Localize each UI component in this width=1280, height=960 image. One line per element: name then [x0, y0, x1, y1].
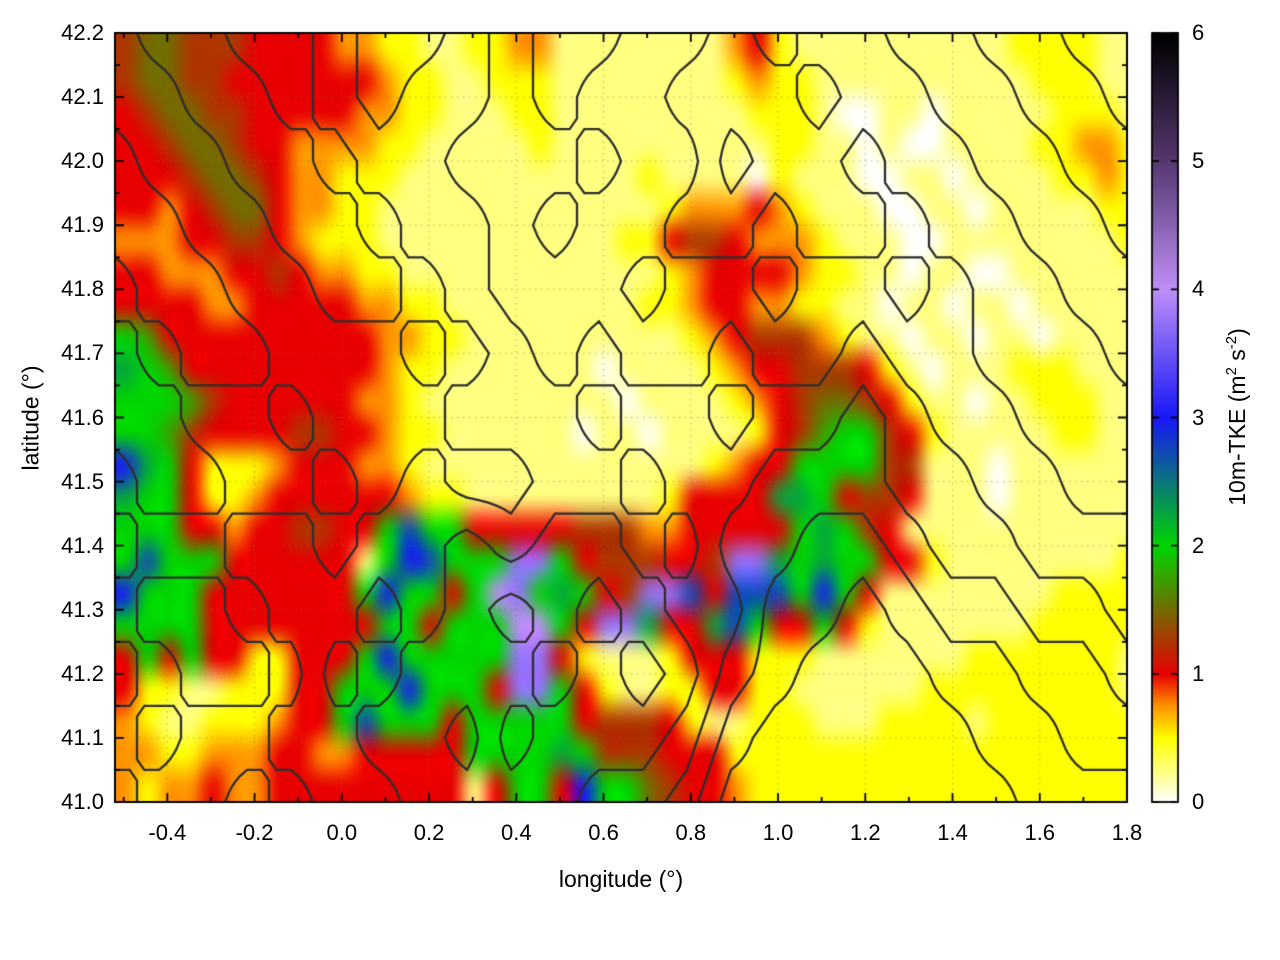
colorbar-label-sup1: 2 — [1223, 367, 1241, 376]
y-tick-label: 41.6 — [61, 404, 104, 430]
x-tick-label: 1.0 — [762, 820, 794, 845]
y-tick-label: 42.1 — [61, 84, 104, 110]
x-tick-label: 1.6 — [1024, 820, 1056, 845]
colorbar-tick-label: 5 — [1192, 148, 1205, 174]
y-tick-label: 41.9 — [61, 212, 104, 238]
y-tick-label: 41.7 — [61, 340, 104, 366]
x-tick-label: -0.4 — [148, 820, 187, 845]
y-tick-label: 41.1 — [61, 724, 104, 750]
colorbar-tick-label: 3 — [1192, 404, 1205, 430]
colorbar-label-post: ) — [1223, 328, 1250, 336]
colorbar-tick-label: 2 — [1192, 532, 1205, 558]
x-tick-label: 0.2 — [413, 820, 445, 845]
x-tick-label: 0.6 — [588, 820, 619, 845]
y-tick-label: 41.3 — [61, 596, 104, 622]
colorbar-tick-label: 6 — [1192, 20, 1205, 45]
y-tick-label: 41.4 — [61, 532, 104, 558]
colorbar-label-sup2: -2 — [1223, 335, 1241, 350]
colorbar-tick-label: 0 — [1192, 789, 1205, 814]
colorbar-tick-label: 4 — [1192, 276, 1205, 302]
x-tick-label: 0.0 — [326, 820, 358, 845]
x-tick-label: -0.2 — [235, 820, 274, 845]
y-tick-label: 41.0 — [61, 789, 104, 814]
y-tick-label: 41.8 — [61, 276, 104, 302]
colorbar-label: 10m-TKE (m2 s-2) — [1223, 328, 1251, 506]
x-tick-label: 1.8 — [1111, 820, 1143, 845]
x-tick-label: 0.8 — [675, 820, 707, 845]
x-tick-label: 0.4 — [501, 820, 532, 845]
y-tick-label: 42.0 — [61, 148, 104, 174]
colorbar-tick-label: 1 — [1192, 660, 1205, 686]
x-axis-label: longitude (°) — [558, 866, 684, 892]
y-tick-label: 42.2 — [61, 20, 104, 45]
x-tick-label: 1.2 — [849, 820, 881, 845]
colorbar-label-pre: 10m-TKE (m — [1223, 375, 1250, 506]
colorbar-label-mid: s — [1223, 349, 1250, 368]
y-tick-label: 41.2 — [61, 660, 104, 686]
y-axis-label: latitude (°) — [17, 365, 44, 471]
x-tick-label: 1.4 — [937, 820, 968, 845]
y-tick-label: 41.5 — [61, 468, 104, 494]
